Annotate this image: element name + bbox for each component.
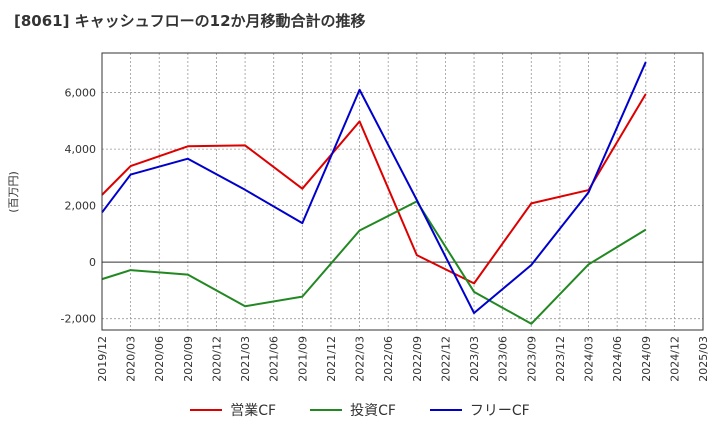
x-tick-label: 2025/03 xyxy=(697,336,710,382)
x-tick-label: 2023/06 xyxy=(497,336,510,382)
y-tick-label: 2,000 xyxy=(65,200,97,213)
cash-flow-chart: -2,000 0 2,000 4,000 6,000 2019/12 2020/03 202… xyxy=(7,52,710,382)
plot-frame xyxy=(101,52,704,331)
legend-swatch-investing xyxy=(310,409,343,411)
legend-label-operating: 営業CF xyxy=(230,403,277,419)
x-tick-label: 2020/03 xyxy=(125,336,138,382)
x-tick-label: 2022/12 xyxy=(439,336,452,382)
x-tick-label: 2020/06 xyxy=(153,336,166,382)
legend-swatch-operating xyxy=(190,409,223,411)
series-line-operating-cf xyxy=(101,93,647,285)
x-tick-label: 2022/09 xyxy=(411,336,424,382)
x-tick-label: 2023/09 xyxy=(525,336,538,382)
grid-lines xyxy=(101,53,704,330)
x-tick-label: 2019/12 xyxy=(96,336,109,382)
legend-swatch-free xyxy=(429,409,462,411)
y-tick-label: 0 xyxy=(89,256,96,269)
x-tick-label: 2020/09 xyxy=(182,336,195,382)
y-tick-label: -2,000 xyxy=(61,313,96,326)
x-tick-label: 2020/12 xyxy=(210,336,223,382)
y-axis-label: (百万円) xyxy=(7,171,20,213)
x-tick-label: 2024/09 xyxy=(640,336,653,382)
legend-label-investing: 投資CF xyxy=(350,403,396,419)
x-tick-label: 2024/12 xyxy=(668,336,681,382)
series-line-investing-cf xyxy=(101,200,647,325)
legend-label-free: フリーCF xyxy=(469,403,530,419)
x-tick-label: 2024/06 xyxy=(611,336,624,382)
x-tick-label: 2021/03 xyxy=(239,336,252,382)
x-tick-label: 2022/06 xyxy=(382,336,395,382)
legend-item-operating: 営業CF xyxy=(190,400,276,420)
chart-title: [8061] キャッシュフローの12か月移動合計の推移 xyxy=(14,12,366,30)
x-tick-label: 2022/03 xyxy=(354,336,367,382)
x-tick-label: 2021/12 xyxy=(325,336,338,382)
x-tick-label: 2024/03 xyxy=(583,336,596,382)
x-axis-ticks: 2019/12 2020/03 2020/06 2020/09 2020/12 2021/… xyxy=(96,336,710,382)
x-tick-label: 2023/12 xyxy=(554,336,567,382)
series-line-free-cf xyxy=(101,61,647,315)
legend-item-free: フリーCF xyxy=(429,400,530,420)
legend: 営業CF 投資CF フリーCF xyxy=(0,400,720,420)
legend-item-investing: 投資CF xyxy=(310,400,396,420)
series-lines xyxy=(101,61,647,325)
y-tick-label: 4,000 xyxy=(65,143,97,156)
x-tick-label: 2023/03 xyxy=(468,336,481,382)
y-axis-ticks: -2,000 0 2,000 4,000 6,000 xyxy=(61,87,96,326)
x-tick-label: 2021/09 xyxy=(296,336,309,382)
y-tick-label: 6,000 xyxy=(65,87,97,100)
x-tick-label: 2021/06 xyxy=(268,336,281,382)
